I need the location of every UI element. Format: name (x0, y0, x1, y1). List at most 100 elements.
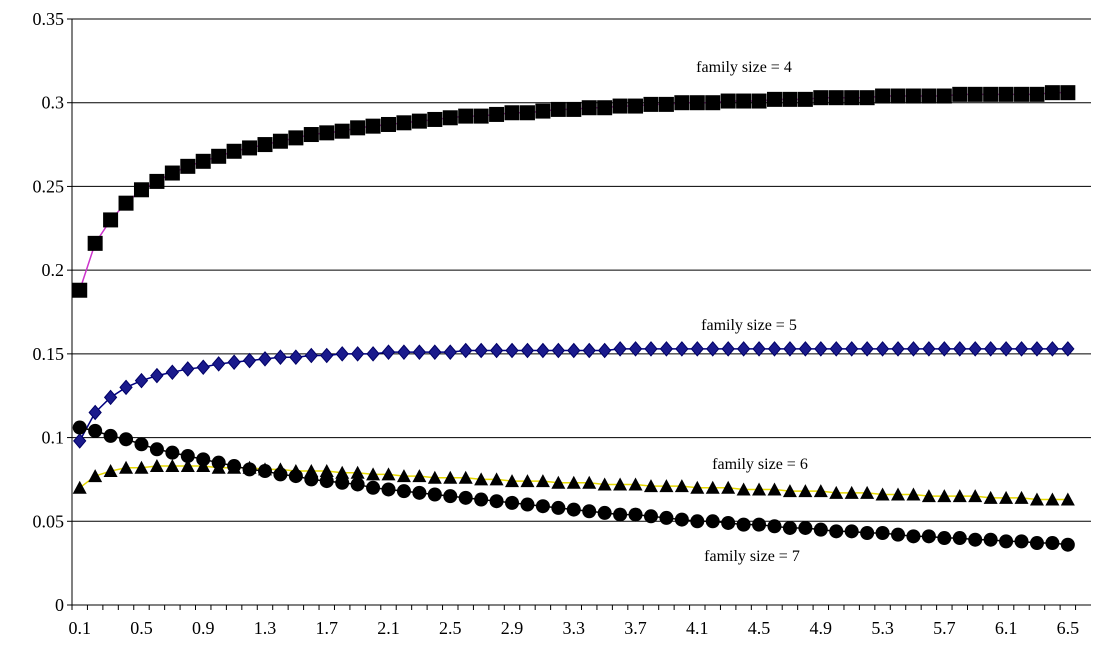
data-point-triangle (412, 469, 427, 483)
data-point-square (365, 118, 381, 134)
data-point-triangle (1045, 492, 1060, 506)
data-point-circle (767, 519, 782, 534)
axes (67, 18, 1091, 610)
data-point-triangle (968, 489, 983, 503)
data-point-diamond (397, 344, 411, 360)
data-point-circle (72, 420, 87, 435)
data-point-diamond (412, 344, 427, 360)
data-point-square (550, 101, 566, 117)
data-point-triangle (952, 489, 967, 503)
y-tick-label: 0.15 (33, 344, 65, 364)
data-point-circle (211, 455, 226, 470)
data-point-diamond (320, 347, 334, 364)
annotation-label: family size = 4 (696, 59, 792, 76)
data-point-diamond (273, 349, 288, 365)
y-tick-label: 0.2 (42, 260, 65, 280)
data-point-triangle (474, 472, 489, 486)
data-point-square (597, 100, 613, 116)
data-point-circle (983, 532, 998, 547)
x-tick-label: 5.3 (871, 618, 894, 638)
data-point-circle (366, 480, 381, 495)
data-point-diamond (1045, 341, 1060, 357)
data-point-circle (736, 517, 751, 532)
data-point-diamond (690, 341, 704, 357)
data-point-square (288, 130, 304, 146)
data-point-square (905, 88, 921, 104)
x-tick-label: 4.9 (810, 618, 833, 638)
data-point-circle (659, 510, 674, 525)
data-point-circle (1014, 534, 1029, 549)
x-tick-label: 2.1 (377, 618, 400, 638)
data-point-circle (412, 485, 427, 500)
data-point-triangle (721, 480, 736, 494)
data-point-diamond (582, 342, 596, 359)
data-point-circle (875, 526, 890, 541)
data-point-diamond (181, 361, 195, 377)
data-point-circle (566, 502, 581, 517)
data-point-circle (813, 522, 828, 537)
data-point-square (952, 86, 968, 102)
x-tick-label: 2.5 (439, 618, 462, 638)
data-point-diamond (227, 354, 241, 370)
data-point-circle (257, 464, 272, 479)
data-point-triangle (149, 459, 164, 473)
data-point-circle (505, 495, 520, 510)
x-tick-label: 0.5 (130, 618, 153, 638)
data-point-circle (891, 527, 906, 542)
data-point-square (149, 173, 165, 189)
data-point-triangle (88, 469, 103, 483)
data-point-triangle (335, 465, 350, 479)
data-point-diamond (103, 389, 118, 406)
data-point-diamond (953, 341, 967, 357)
data-point-square (936, 88, 952, 104)
data-point-circle (690, 514, 705, 529)
x-tick-label: 1.3 (254, 618, 277, 638)
data-point-triangle (103, 464, 118, 478)
data-point-circle (489, 494, 504, 509)
data-point-triangle (752, 482, 767, 496)
data-point-square (828, 90, 844, 106)
data-point-square (736, 93, 752, 109)
data-point-triangle (860, 485, 875, 499)
y-tick-label: 0.35 (33, 9, 65, 29)
data-point-triangle (566, 475, 581, 489)
data-point-square (797, 91, 813, 107)
data-point-circle (1060, 537, 1075, 552)
data-point-square (72, 282, 88, 298)
data-point-diamond (381, 344, 396, 360)
data-point-circle (674, 512, 689, 527)
data-point-triangle (366, 467, 381, 481)
data-point-square (87, 235, 103, 251)
data-point-triangle (782, 484, 797, 498)
data-point-square (504, 105, 520, 121)
data-point-diamond (289, 349, 303, 365)
data-point-diamond (829, 341, 843, 357)
data-point-circle (628, 507, 643, 522)
data-point-triangle (736, 482, 751, 496)
data-point-circle (319, 474, 334, 489)
data-point-square (1060, 85, 1076, 101)
data-point-diamond (999, 341, 1013, 357)
data-point-diamond (891, 341, 905, 357)
data-point-circle (134, 437, 149, 452)
data-point-square (195, 153, 211, 169)
data-point-square (643, 96, 659, 112)
x-axis-tick-labels: 0.1 0.5 0.9 1.3 1.7 2.1 2.5 2.9 3.3 3.7 4.1 4.5 4.9 5… (68, 618, 1079, 638)
data-point-circle (860, 526, 875, 541)
data-point-diamond (613, 341, 627, 357)
data-point-square (1029, 86, 1045, 102)
data-point-triangle (767, 482, 782, 496)
data-point-diamond (1014, 341, 1029, 357)
data-point-diamond (752, 341, 766, 357)
data-point-circle (273, 467, 288, 482)
data-point-triangle (119, 460, 134, 474)
data-point-circle (227, 459, 242, 474)
data-point-square (766, 91, 782, 107)
data-point-diamond (536, 342, 550, 359)
data-point-square (535, 103, 551, 119)
data-point-diamond (335, 346, 349, 362)
data-point-triangle (813, 484, 828, 498)
x-tick-label: 1.7 (316, 618, 339, 638)
data-point-square (705, 95, 721, 111)
data-point-diamond (428, 344, 442, 360)
